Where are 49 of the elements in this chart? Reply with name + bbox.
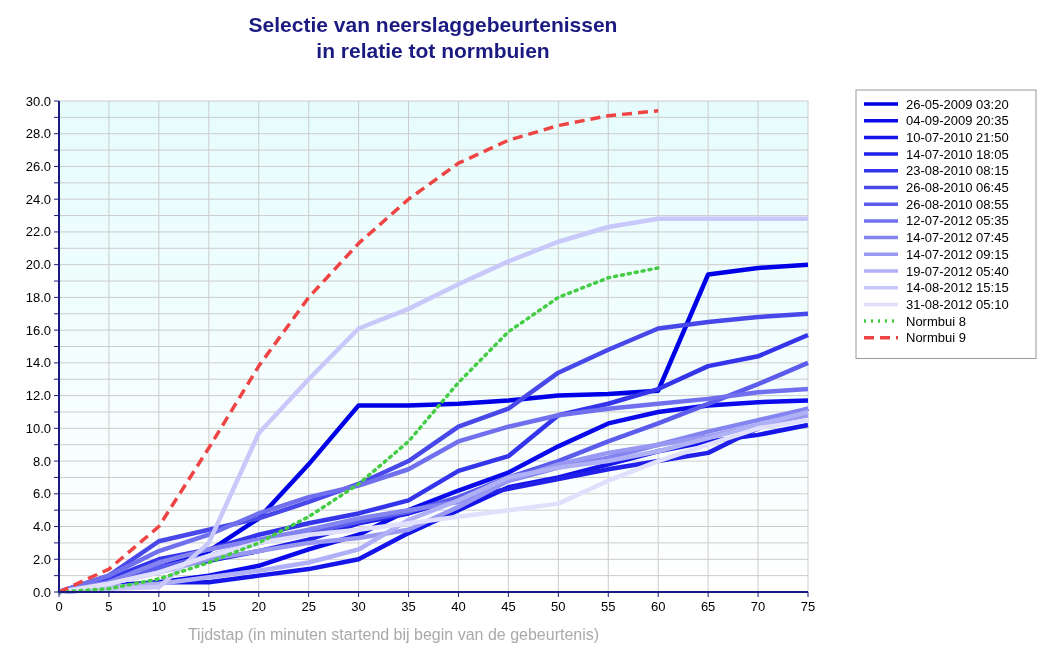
legend-label: 26-08-2010 06:45: [906, 180, 1009, 195]
legend-label: 14-08-2012 15:15: [906, 280, 1009, 296]
x-tick-label: 5: [105, 599, 113, 614]
x-tick-label: 15: [201, 599, 217, 614]
legend-label: 12-07-2012 05:35: [906, 213, 1009, 229]
x-tick-label: 50: [551, 599, 566, 614]
x-tick-label: 30: [351, 599, 366, 614]
x-tick-label: 0: [55, 599, 63, 614]
x-axis-title: Tijdstap (in minuten startend bij begin van de gebeurtenis): [187, 626, 600, 643]
legend-label: Normbui 8: [906, 313, 966, 329]
legend-label: Normbui 9: [906, 330, 966, 346]
legend-label: 14-07-2012 07:45: [906, 230, 1009, 246]
y-tick-label: 24.0: [25, 191, 51, 207]
y-tick-label: 22.0: [25, 224, 51, 240]
x-tick-label: 45: [501, 599, 516, 614]
y-tick-label: 14.0: [25, 355, 51, 371]
y-tick-label: 0.0: [32, 584, 51, 600]
x-tick-label: 40: [451, 599, 466, 614]
legend-label: 14-07-2010 18:05: [906, 146, 1009, 162]
y-tick-label: 18.0: [25, 289, 51, 305]
chart-title: Selectie van neerslaggebeurtenissen in relatie tot normbuien: [248, 13, 618, 62]
x-tick-label: 20: [251, 599, 266, 614]
y-tick-label: 6.0: [32, 486, 51, 502]
y-tick-label: 2.0: [32, 551, 51, 567]
legend-label: 26-08-2010 08:55: [906, 196, 1009, 212]
legend-label: 04-09-2009 20:35: [906, 113, 1009, 129]
y-tick-label: 28.0: [25, 126, 51, 142]
y-tick-label: 10.0: [25, 420, 51, 436]
x-tick-label: 35: [401, 599, 416, 614]
legend-label: 10-07-2010 21:50: [906, 129, 1009, 145]
x-tick-label: 55: [601, 599, 616, 614]
legend-label: 23-08-2010 08:15: [906, 163, 1009, 179]
y-tick-label: 30.0: [25, 93, 51, 109]
x-tick-label: 25: [301, 599, 316, 614]
y-tick-label: 26.0: [25, 158, 51, 174]
legend-label: 19-07-2012 05:40: [906, 263, 1009, 279]
legend-label: 14-07-2012 09:15: [906, 246, 1009, 262]
x-tick-label: 65: [700, 599, 716, 614]
y-tick-label: 4.0: [32, 519, 51, 535]
y-tick-label: 20.0: [25, 257, 51, 273]
x-tick-label: 10: [151, 599, 167, 614]
legend-label: 31-08-2012 05:10: [906, 296, 1009, 312]
x-tick-label: 70: [750, 599, 766, 614]
y-tick-label: 8.0: [32, 453, 51, 469]
y-tick-label: 12.0: [25, 388, 51, 404]
y-tick-label: 16.0: [25, 322, 51, 338]
legend-label: 26-05-2009 03:20: [906, 96, 1009, 112]
x-tick-label: 60: [650, 599, 666, 614]
x-tick-label: 75: [800, 599, 816, 614]
